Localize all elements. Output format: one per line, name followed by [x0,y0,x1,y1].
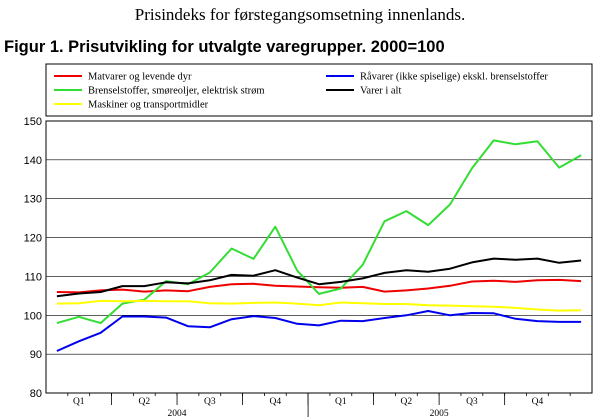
legend-label: Brenselstoffer, smøreoljer, elektrisk st… [88,86,265,97]
quarter-label: Q1 [73,397,85,407]
y-tick-label: 110 [24,271,42,283]
legend: Matvarer og levende dyr Brenselstoffer, s… [54,72,548,111]
quarter-label: Q2 [138,397,150,407]
series-line [56,257,582,298]
series-line [56,310,582,352]
year-label: 2005 [430,409,449,419]
x-axis: Q1 Q2 Q3 Q4 Q1 Q2 Q3 Q4 2004 2005 [67,393,571,419]
quarter-label: Q4 [270,397,282,407]
y-tick-label: 100 [24,310,42,322]
series-line [56,299,582,312]
legend-label: Varer i alt [360,86,401,97]
legend-box [45,63,593,117]
quarter-label: Q3 [204,397,216,407]
quarter-label: Q2 [401,397,413,407]
y-tick-label: 150 [24,116,42,128]
y-axis: 80 90 100 110 120 130 140 150 [24,116,42,400]
quarter-label: Q3 [466,397,478,407]
chart-title: Figur 1. Prisutvikling for utvalgte vare… [4,38,445,56]
series-lines [56,139,582,352]
legend-label: Matvarer og levende dyr [88,72,192,83]
legend-label: Maskiner og transportmidler [88,100,209,111]
legend-label: Råvarer (ikke spiselige) ekskl. brensels… [360,72,548,83]
y-tick-label: 80 [30,388,42,400]
y-tick-label: 90 [30,349,42,361]
series-line [56,278,582,294]
y-tick-label: 140 [24,155,42,167]
series-line [56,139,582,325]
quarter-label: Q4 [532,397,544,407]
quarter-label: Q1 [335,397,347,407]
page-header: Prisindeks for førstegangsomsetning inne… [134,5,466,24]
year-label: 2004 [168,409,187,419]
plot-area [45,120,593,394]
y-tick-label: 120 [24,233,42,245]
y-tick-label: 130 [24,194,42,206]
